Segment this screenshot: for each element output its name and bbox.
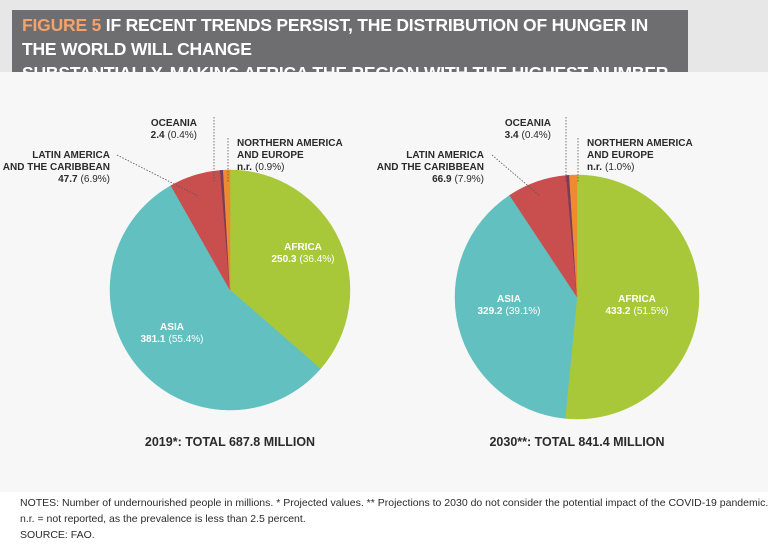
figure-notes: NOTES: Number of undernourished people i…	[20, 495, 768, 543]
slice-name: AND THE CARIBBEAN	[377, 162, 484, 173]
slice-value: 433.2 (51.5%)	[605, 306, 668, 317]
slice-name: AND EUROPE	[587, 150, 654, 161]
slice-name: AND THE CARIBBEAN	[3, 162, 110, 173]
slice-value: n.r. (1.0%)	[587, 162, 634, 173]
slice-name: LATIN AMERICA	[406, 150, 484, 161]
slice-value: 250.3 (36.4%)	[271, 254, 334, 265]
notes-line: NOTES: Number of undernourished people i…	[20, 497, 768, 509]
slice-name: AFRICA	[284, 242, 322, 253]
chart-total-title: 2030**: TOTAL 841.4 MILLION	[489, 435, 664, 449]
figure-title-line1: IF RECENT TRENDS PERSIST, THE DISTRIBUTI…	[22, 15, 649, 59]
slice-name: AFRICA	[618, 294, 656, 305]
slice-value: 2.4 (0.4%)	[151, 130, 197, 141]
figure-label: FIGURE 5	[22, 15, 102, 35]
figure-header: FIGURE 5 IF RECENT TRENDS PERSIST, THE D…	[0, 0, 768, 113]
slice-name: OCEANIA	[505, 118, 551, 129]
slice-name: OCEANIA	[151, 118, 197, 129]
pie-slice-africa	[229, 169, 351, 370]
slice-name: ASIA	[497, 294, 521, 305]
leader-line	[116, 154, 199, 197]
pie-slice-africa	[564, 174, 700, 420]
pie-slice-asia	[109, 185, 321, 411]
slice-name: AND EUROPE	[237, 150, 304, 161]
slice-name: ASIA	[160, 322, 184, 333]
notes-nr-line: n.r. = not reported, as the prevalence i…	[20, 513, 306, 525]
source-line: SOURCE: FAO.	[20, 529, 95, 541]
slice-name: NORTHERN AMERICA	[587, 138, 693, 149]
slice-name: NORTHERN AMERICA	[237, 138, 343, 149]
slice-value: 329.2 (39.1%)	[477, 306, 540, 317]
slice-value: n.r. (0.9%)	[237, 162, 284, 173]
pie-slice-northern-america	[222, 169, 231, 291]
slice-name: LATIN AMERICA	[32, 150, 110, 161]
slice-value: 381.1 (55.4%)	[140, 334, 203, 345]
slice-value: 66.9 (7.9%)	[432, 174, 484, 185]
chart-total-title: 2019*: TOTAL 687.8 MILLION	[145, 435, 315, 449]
slice-value: 3.4 (0.4%)	[505, 130, 551, 141]
pie-slice-northern-america	[569, 174, 578, 298]
slice-value: 47.7 (6.9%)	[58, 174, 110, 185]
